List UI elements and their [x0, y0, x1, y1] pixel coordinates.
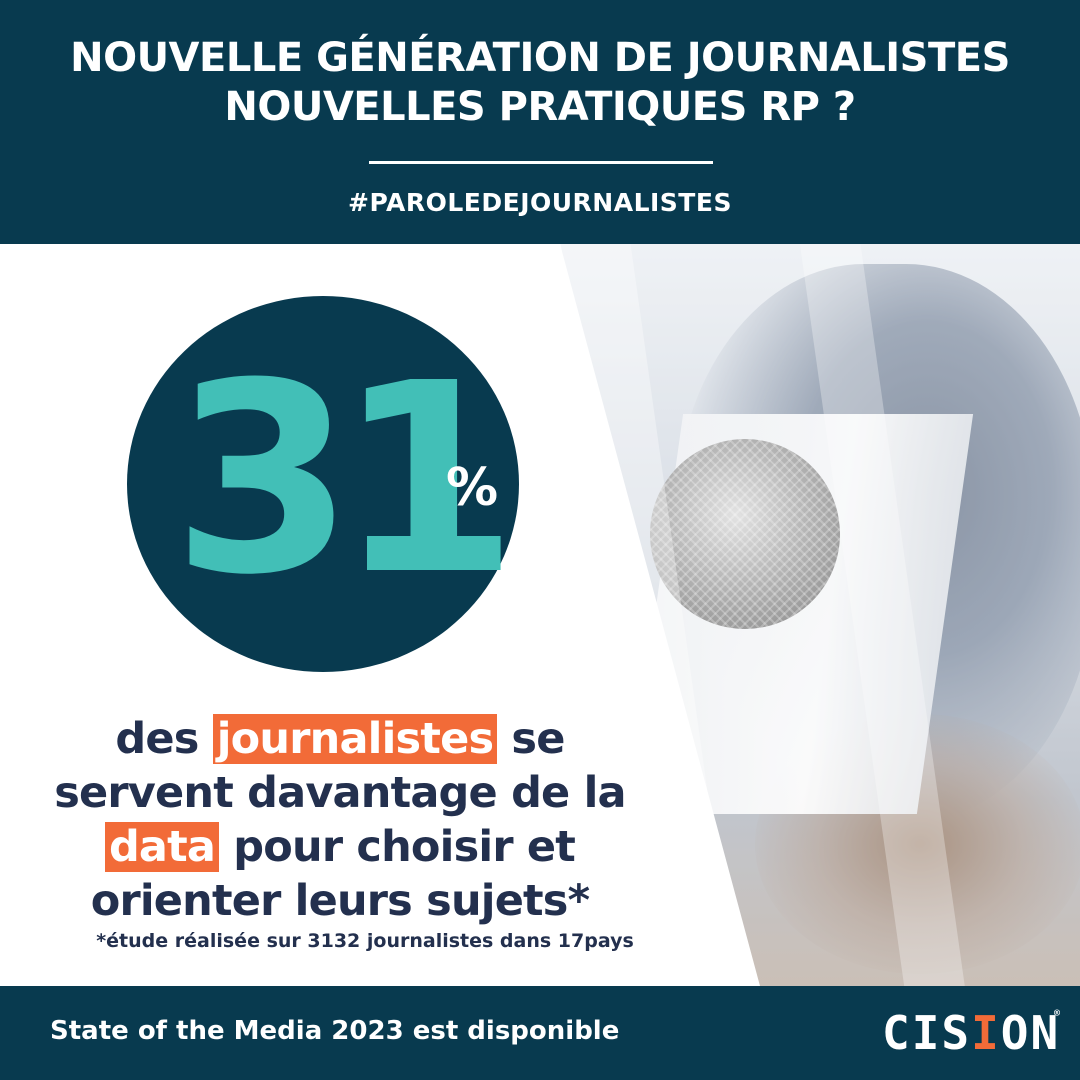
microphone-mesh	[650, 439, 840, 629]
microphone-photo	[555, 244, 1080, 986]
logo-accent-letter: I	[971, 1006, 1001, 1060]
stat-circle	[127, 296, 519, 672]
description-text: des	[115, 714, 213, 764]
stat-description: des journalistes se servent davantage de…	[50, 712, 630, 928]
cision-logo: CISION ®	[882, 1006, 1060, 1060]
logo-text: ON	[1000, 1006, 1061, 1060]
footer-banner: State of the Media 2023 est disponible C…	[0, 986, 1080, 1080]
title-line-1: NOUVELLE GÉNÉRATION DE JOURNALISTES	[70, 35, 1010, 81]
title-line-2: NOUVELLES PRATIQUES RP ?	[224, 84, 856, 130]
microphone-icon	[650, 439, 840, 629]
highlight-data: data	[104, 822, 220, 872]
hashtag: #PAROLEDEJOURNALISTES	[348, 188, 732, 217]
page-title: NOUVELLE GÉNÉRATION DE JOURNALISTES NOUV…	[0, 34, 1080, 132]
footer-cta-text[interactable]: State of the Media 2023 est disponible	[50, 1016, 620, 1046]
highlight-journalistes: journalistes	[212, 714, 498, 764]
description-text: se servent davantage de la	[54, 714, 626, 818]
description-text: pour choisir et orienter leurs sujets*	[90, 822, 590, 926]
title-divider	[369, 161, 713, 164]
footnote: *étude réalisée sur 3132 journalistes da…	[96, 930, 634, 952]
header-banner: NOUVELLE GÉNÉRATION DE JOURNALISTES NOUV…	[0, 0, 1080, 244]
stat-unit: %	[446, 458, 499, 518]
logo-text: CIS	[882, 1006, 972, 1060]
stat-value: 31	[172, 327, 519, 632]
registered-mark: ®	[1053, 1008, 1060, 1019]
